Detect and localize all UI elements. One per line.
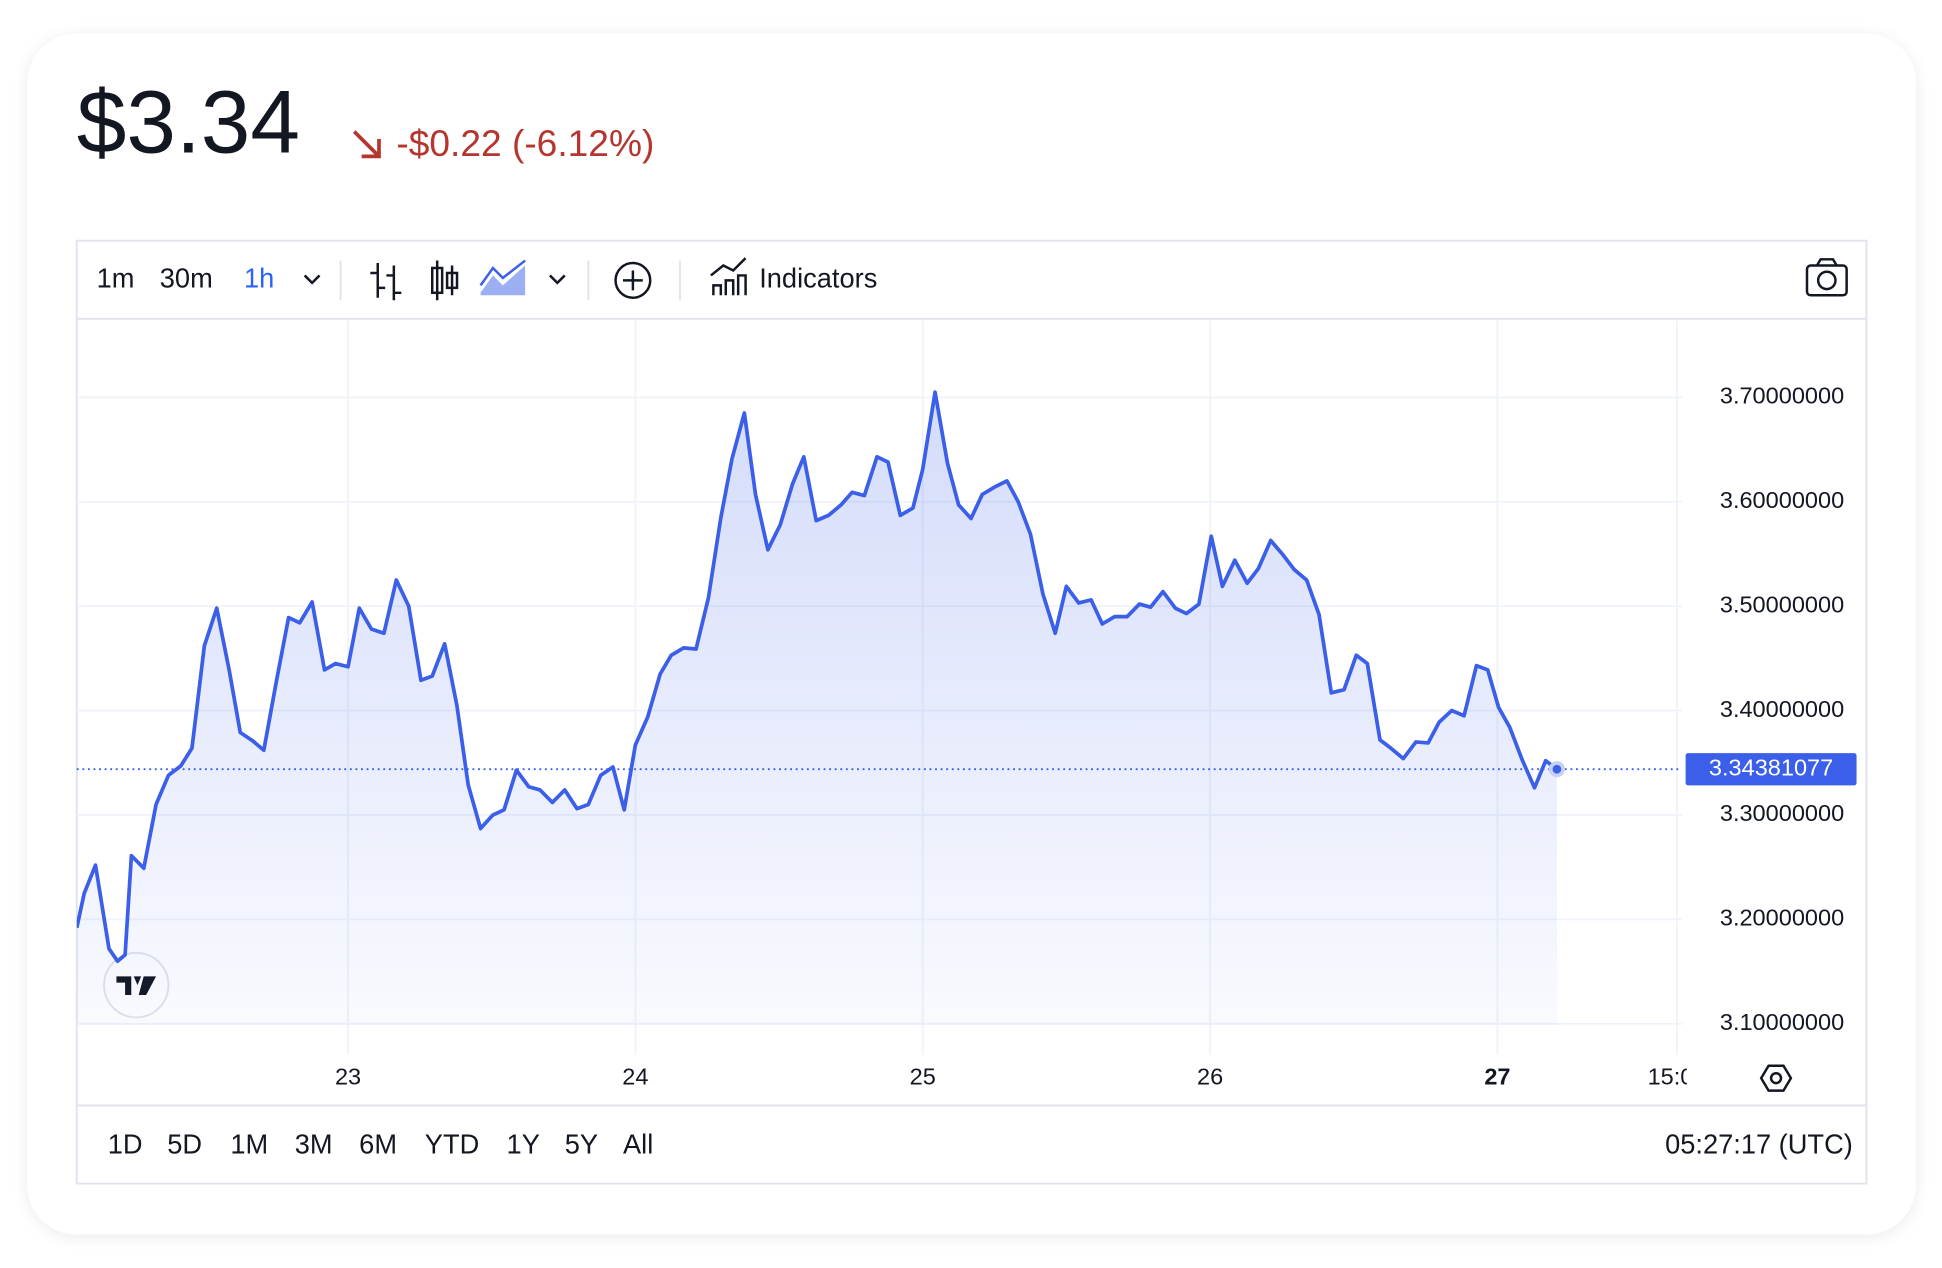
- range-button[interactable]: YTD: [425, 1129, 479, 1160]
- last-point: [1548, 761, 1565, 778]
- interval-button[interactable]: 1m: [97, 263, 135, 294]
- x-tick-label: 23: [335, 1063, 361, 1089]
- interval-dropdown[interactable]: [303, 274, 321, 285]
- price-change: -$0.22 (-6.12%): [396, 122, 654, 164]
- price: $3.34: [77, 72, 300, 172]
- range-button[interactable]: 6M: [359, 1129, 397, 1160]
- y-tick-label: 3.70000000: [1720, 383, 1844, 409]
- y-tick-label: 3.20000000: [1720, 905, 1844, 931]
- x-tick-label: 27: [1484, 1063, 1510, 1089]
- range-button[interactable]: 5D: [167, 1129, 202, 1160]
- x-tick-label: 15:00: [1648, 1063, 1707, 1089]
- candles-icon[interactable]: [431, 260, 459, 301]
- compare-button[interactable]: [614, 261, 652, 300]
- plot: [76, 320, 1682, 1055]
- x-tick-label: 26: [1197, 1063, 1223, 1089]
- toolbar: Indicators 1m 30m 1h: [97, 257, 1848, 301]
- y-tick-label: 3.40000000: [1720, 696, 1844, 722]
- range-button[interactable]: 1Y: [507, 1129, 540, 1160]
- y-tick-label: 3.10000000: [1720, 1009, 1844, 1035]
- last-price-badge: [1685, 753, 1857, 786]
- bars-icon[interactable]: [370, 263, 402, 301]
- y-tick-label: 3.50000000: [1720, 591, 1844, 617]
- snapshot-button[interactable]: [1805, 258, 1848, 297]
- settings-icon[interactable]: [1759, 1064, 1793, 1092]
- chart-frame: [75, 239, 1868, 1185]
- indicators-icon[interactable]: [710, 257, 747, 296]
- chart-type-dropdown[interactable]: [549, 274, 566, 285]
- interval-button[interactable]: 1h: [244, 263, 274, 294]
- x-tick-label: 25: [910, 1063, 936, 1089]
- y-tick-label: 3.30000000: [1720, 800, 1844, 826]
- last-price-label: 3.34381077: [1709, 754, 1833, 780]
- area-fill: [76, 392, 1557, 1025]
- down-arrow: [352, 130, 381, 159]
- range-button[interactable]: 3M: [295, 1129, 333, 1160]
- range-button[interactable]: All: [623, 1129, 653, 1160]
- area-icon[interactable]: [479, 259, 526, 296]
- range-button[interactable]: 1D: [108, 1129, 143, 1160]
- indicators-button[interactable]: Indicators: [759, 263, 877, 294]
- y-tick-label: 3.60000000: [1720, 487, 1844, 513]
- interval-button[interactable]: 30m: [160, 263, 213, 294]
- clock: 05:27:17 (UTC): [1665, 1129, 1853, 1160]
- x-tick-label: 24: [622, 1063, 648, 1089]
- range-button[interactable]: 5Y: [565, 1129, 598, 1160]
- x-axis: 23 24 25 26 27 15:00: [335, 1063, 1707, 1089]
- range-button[interactable]: 1M: [230, 1129, 268, 1160]
- price-line: [76, 390, 1559, 964]
